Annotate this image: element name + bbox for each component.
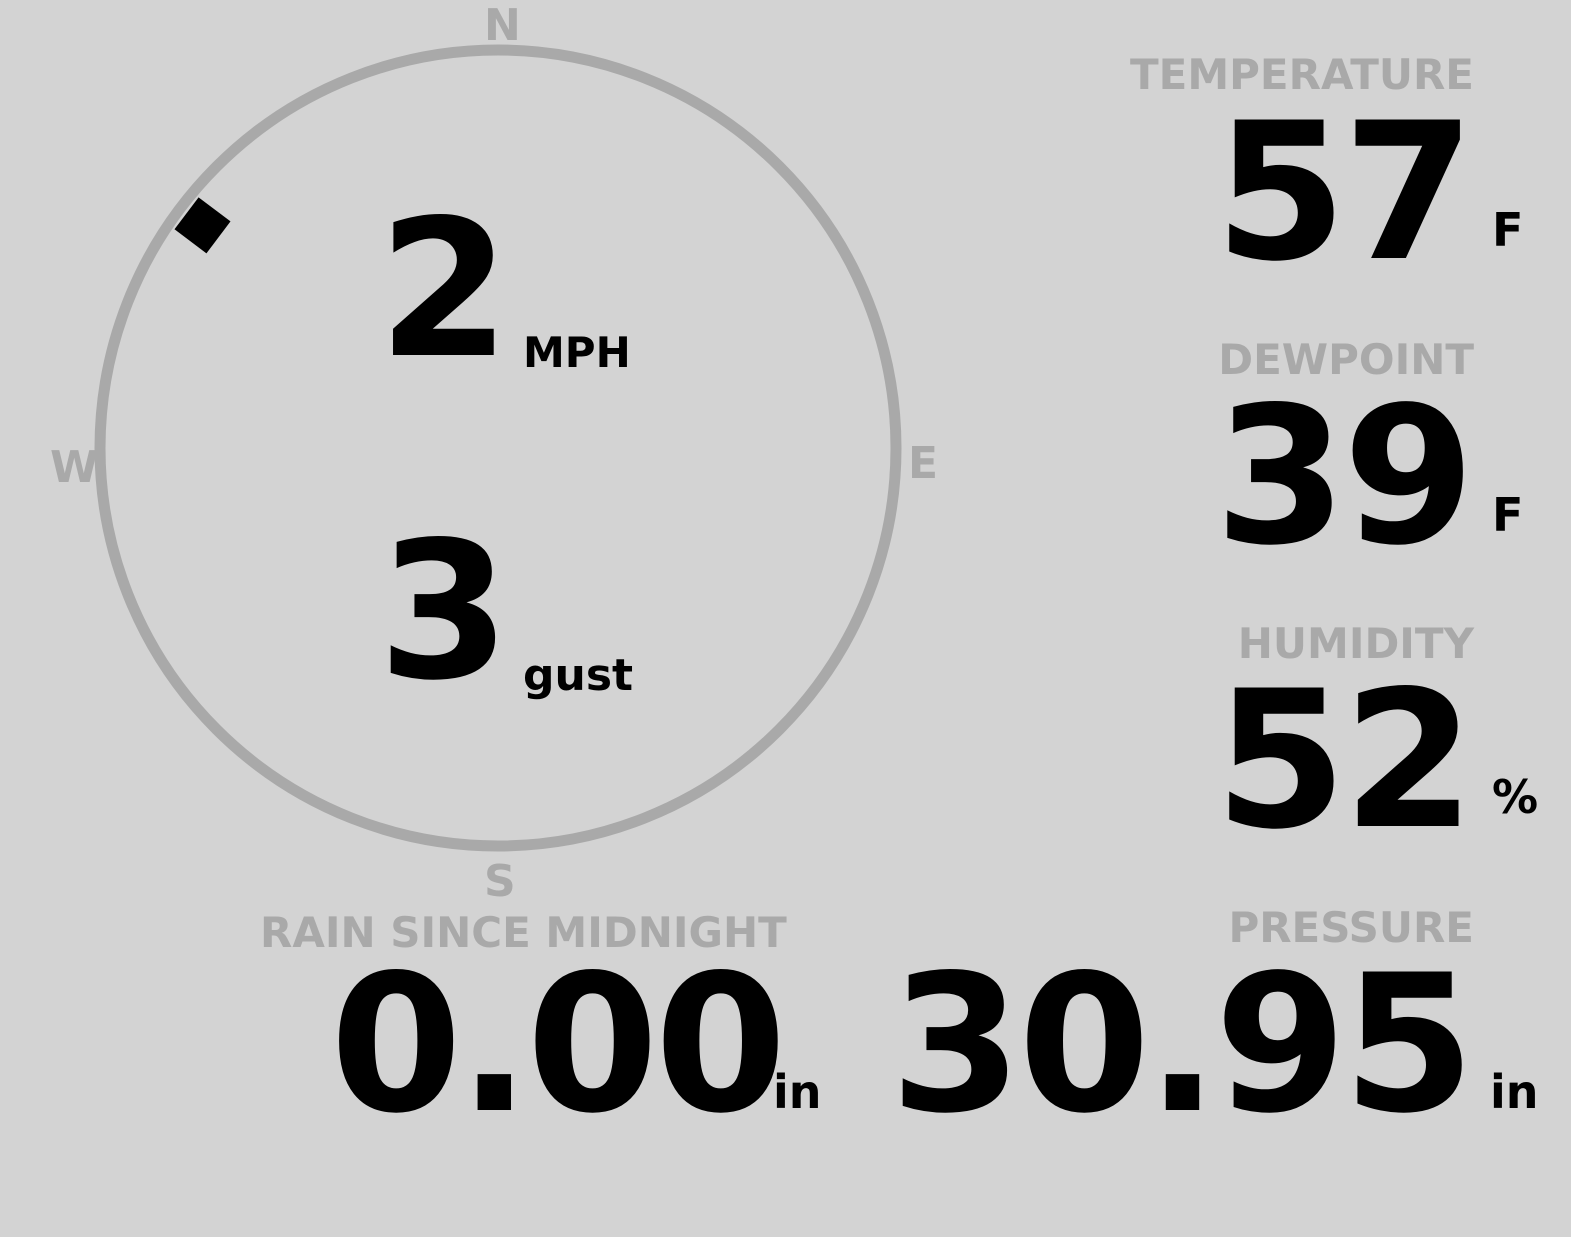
compass-n: N [484,0,521,51]
pressure-label: PRESSURE [1228,903,1474,952]
compass-ring [94,44,902,852]
dewpoint-unit: F [1492,488,1524,542]
compass-w: W [50,442,99,493]
temperature-label: TEMPERATURE [1130,50,1474,99]
wind-gust-value: 3 [378,501,510,722]
wind-gust-unit: gust [523,650,634,701]
rain-label: RAIN SINCE MIDNIGHT [260,908,787,957]
compass-s: S [484,856,516,907]
humidity-label: HUMIDITY [1237,619,1474,668]
temperature-unit: F [1492,203,1524,257]
pressure-value: 30.95 [890,934,1475,1155]
compass-e: E [908,438,939,489]
rain-unit: in [773,1065,822,1119]
rain-value: 0.00 [330,934,787,1155]
humidity-value: 52 [1214,650,1475,871]
wind-direction-marker [174,197,231,254]
dewpoint-value: 39 [1214,366,1475,587]
wind-speed-unit: MPH [523,328,631,377]
temperature-value: 57 [1214,82,1475,303]
pressure-unit: in [1490,1065,1539,1119]
wind-compass [94,44,902,852]
dewpoint-label: DEWPOINT [1218,335,1474,384]
humidity-unit: % [1492,770,1539,824]
wind-speed-value: 2 [378,179,510,400]
